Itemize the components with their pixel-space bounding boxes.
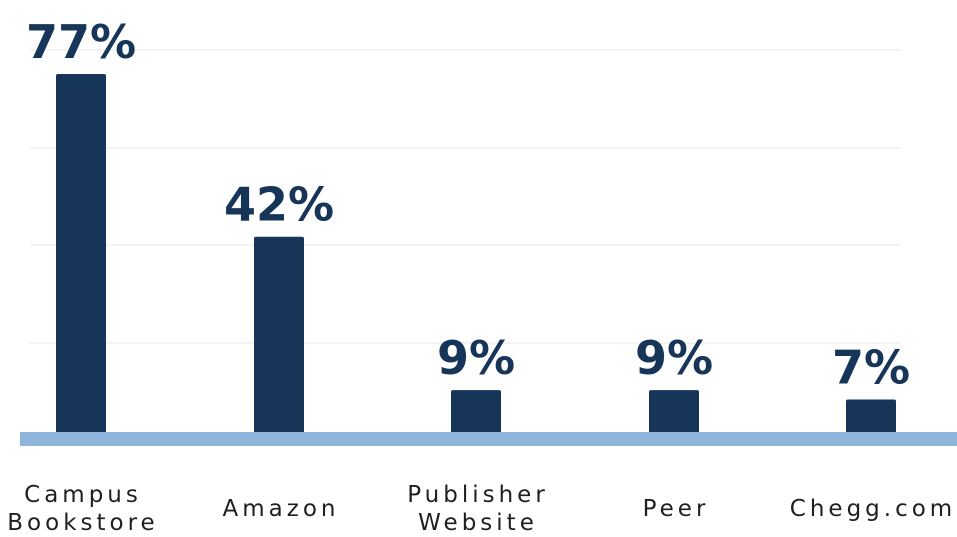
category-label-4-line-0: Chegg.com	[790, 496, 956, 522]
category-label-2: Publisher Website	[407, 482, 549, 536]
bar-4	[846, 399, 896, 434]
value-label-1: 42%	[224, 178, 334, 232]
bar-1	[254, 236, 304, 434]
category-label-3: Peer	[643, 496, 710, 522]
gridlines	[30, 49, 900, 344]
category-label-1: Amazon	[223, 496, 340, 522]
category-labels: Campus Bookstore Amazon Publisher Website Pee…	[7, 482, 956, 536]
bar-3	[649, 390, 699, 434]
category-label-2-line-1: Website	[418, 510, 538, 536]
category-label-4: Chegg.com	[790, 496, 956, 522]
value-labels: 77% 42% 9% 9% 7%	[26, 15, 910, 394]
bar-0	[56, 74, 106, 434]
value-label-0: 77%	[26, 15, 136, 69]
category-label-2-line-0: Publisher	[407, 482, 549, 508]
value-label-2: 9%	[437, 331, 515, 385]
x-axis-baseline	[20, 432, 957, 446]
category-label-1-line-0: Amazon	[223, 496, 340, 522]
category-label-3-line-0: Peer	[643, 496, 710, 522]
bar-2	[451, 390, 501, 434]
value-label-3: 9%	[635, 331, 713, 385]
value-label-4: 7%	[832, 340, 910, 394]
category-label-0: Campus Bookstore	[7, 482, 158, 536]
category-label-0-line-0: Campus	[24, 482, 142, 508]
category-label-0-line-1: Bookstore	[7, 510, 158, 536]
bars	[56, 74, 896, 434]
